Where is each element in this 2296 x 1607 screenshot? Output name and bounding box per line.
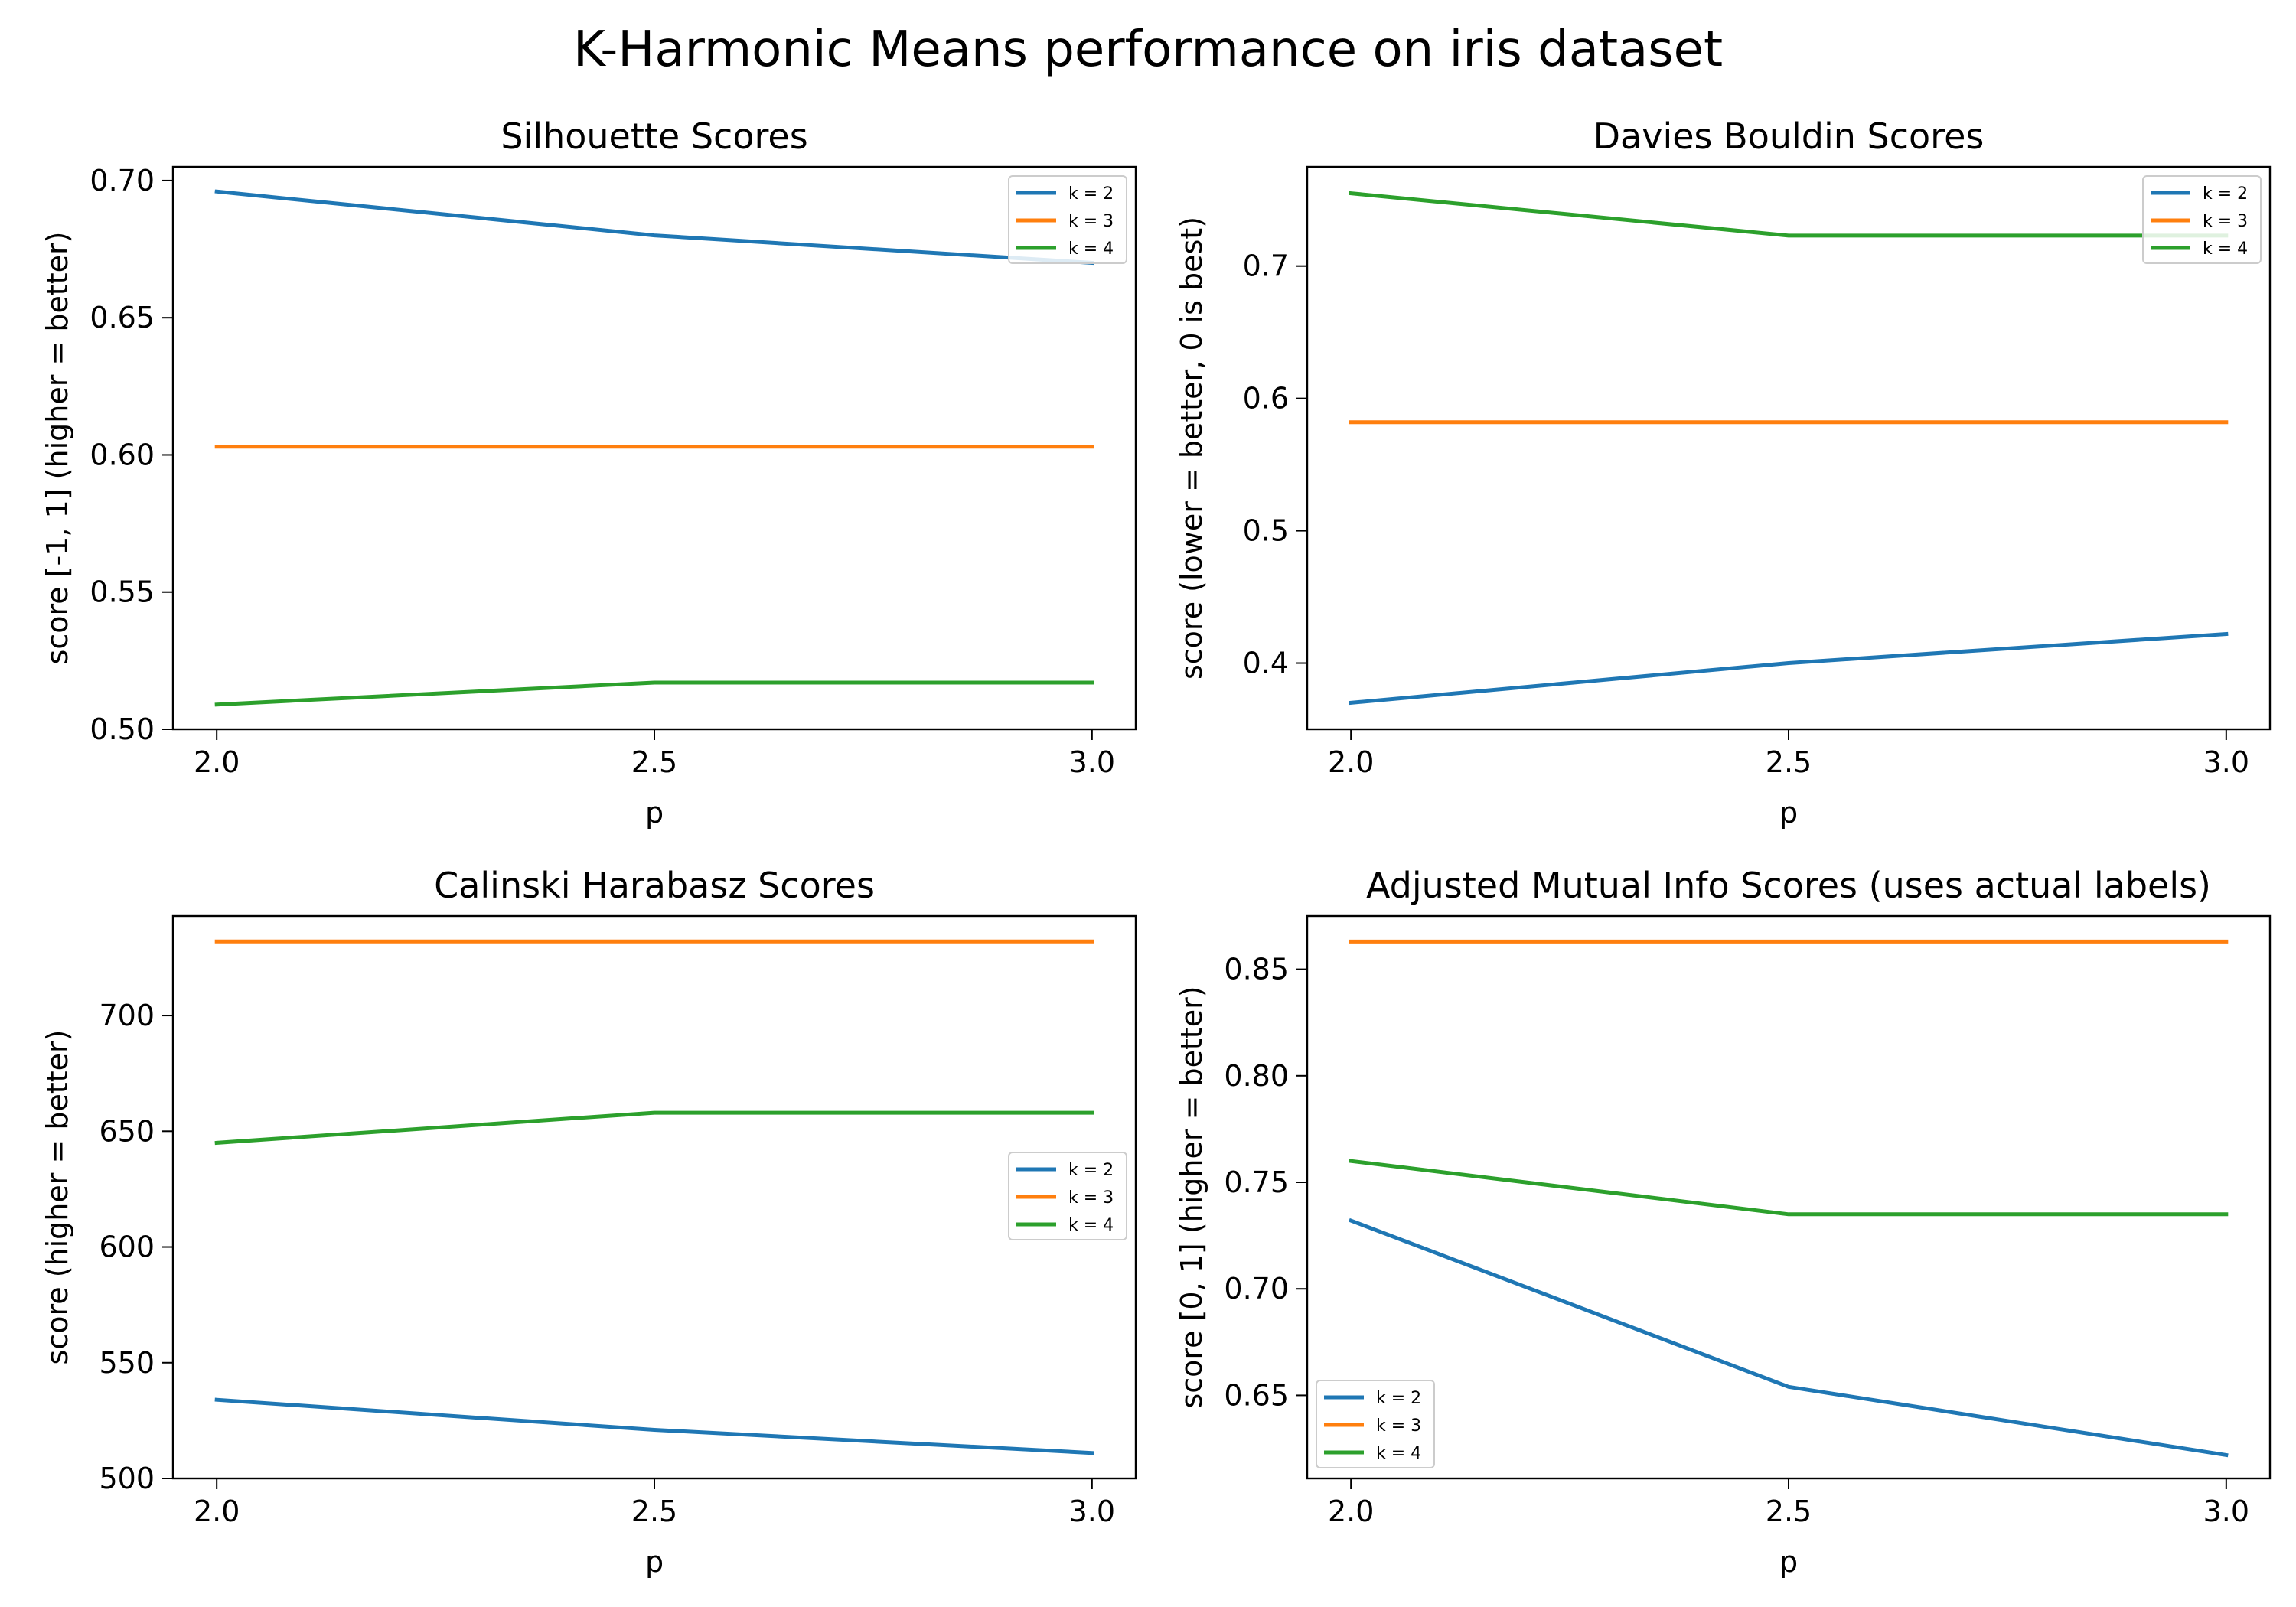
x-tick-label: 2.0 (1328, 1495, 1374, 1528)
legend-label: k = 2 (1068, 1161, 1114, 1180)
y-tick-label: 0.65 (90, 301, 155, 334)
legend-label: k = 4 (1376, 1444, 1421, 1463)
y-tick-label: 550 (99, 1346, 155, 1380)
y-tick-label: 0.4 (1243, 647, 1289, 680)
legend-label: k = 2 (1376, 1389, 1421, 1408)
x-tick-label: 2.5 (1766, 745, 1812, 779)
x-tick-label: 2.0 (194, 1495, 240, 1528)
y-tick-label: 600 (99, 1231, 155, 1264)
subplot-title: Silhouette Scores (501, 116, 807, 157)
series-line-k2 (1348, 1217, 2229, 1458)
subplot-4: 2.0 2.5 3.0 0.65 0.70 0.75 0.80 0.85 Adjusted Mu… (1175, 865, 2272, 1579)
subplot-title: Adjusted Mutual Info Scores (uses actual… (1366, 865, 2211, 906)
axes-frame (1306, 165, 2272, 731)
axes-frame (1306, 914, 2272, 1480)
x-tick-label: 3.0 (2203, 745, 2249, 779)
y-tick-label: 0.70 (1224, 1272, 1289, 1305)
subplot-title: Davies Bouldin Scores (1593, 116, 1985, 157)
y-tick-label: 0.65 (1224, 1378, 1289, 1412)
legend-box (1008, 1152, 1127, 1240)
series-line-k4 (1349, 1159, 2229, 1217)
x-tick-label: 2.0 (1328, 745, 1374, 779)
y-tick-label: 0.5 (1243, 514, 1289, 548)
x-axis-label: p (645, 1545, 664, 1579)
series-line-k4 (214, 680, 1094, 707)
y-tick-label: 0.75 (1224, 1165, 1289, 1199)
y-tick-label: 0.70 (90, 164, 155, 197)
x-axis-label: p (1779, 796, 1798, 830)
y-tick-label: 0.80 (1224, 1059, 1289, 1093)
legend-label: k = 3 (2203, 212, 2248, 231)
legend: k = 2 k = 3 k = 4 (1008, 1152, 1127, 1240)
figure-title: K-Harmonic Means performance on iris dat… (572, 21, 1724, 78)
subplot-3: 2.0 2.5 3.0 500 550 600 650 700 Calinski Harabas… (41, 865, 1137, 1579)
subplot-2: 2.0 2.5 3.0 0.4 0.5 0.6 0.7 Davies Bouldin Scor… (1175, 116, 2272, 830)
x-tick-label: 3.0 (1069, 1495, 1115, 1528)
series-line-k2 (214, 189, 1094, 266)
legend-box (2142, 175, 2262, 264)
y-tick-label: 650 (99, 1114, 155, 1148)
legend-label: k = 4 (1068, 1216, 1114, 1235)
legend-label: k = 4 (1068, 240, 1114, 259)
x-tick-label: 2.0 (194, 745, 240, 779)
series-line-k4 (214, 1110, 1094, 1146)
y-axis-label: score (lower = better, 0 is best) (1175, 217, 1208, 680)
y-axis-label: score (higher = better) (41, 1030, 74, 1365)
y-tick-label: 0.50 (90, 712, 155, 746)
y-axis-label: score [0, 1] (higher = better) (1175, 986, 1208, 1408)
x-tick-label: 3.0 (1069, 745, 1115, 779)
y-tick-label: 0.7 (1243, 249, 1289, 283)
legend: k = 2 k = 3 k = 4 (1008, 175, 1127, 264)
legend-box (1316, 1380, 1435, 1468)
series-line-k4 (1349, 191, 2229, 238)
legend-label: k = 3 (1068, 212, 1114, 231)
legend-label: k = 2 (2203, 184, 2248, 204)
y-tick-label: 0.85 (1224, 953, 1289, 986)
x-tick-label: 3.0 (2203, 1495, 2249, 1528)
y-tick-label: 0.6 (1243, 382, 1289, 416)
y-axis-label: score [-1, 1] (higher = better) (41, 232, 74, 665)
x-axis-label: p (1779, 1545, 1798, 1579)
subplot-title: Calinski Harabasz Scores (434, 865, 875, 906)
series-line-k2 (1349, 631, 2229, 706)
y-tick-label: 0.55 (90, 575, 155, 609)
subplot-1: 2.0 2.5 3.0 0.50 0.55 0.60 0.65 0.70 Silhouette … (41, 116, 1137, 830)
legend-label: k = 3 (1068, 1188, 1114, 1208)
y-tick-label: 500 (99, 1462, 155, 1495)
x-tick-label: 2.5 (631, 745, 677, 779)
x-tick-label: 2.5 (1766, 1495, 1812, 1528)
x-axis-label: p (645, 796, 664, 830)
y-tick-label: 700 (99, 999, 155, 1032)
legend-box (1008, 175, 1127, 264)
axes-frame (171, 914, 1137, 1480)
legend: k = 2 k = 3 k = 4 (1316, 1380, 1435, 1468)
legend-label: k = 4 (2203, 240, 2248, 259)
legend: k = 2 k = 3 k = 4 (2142, 175, 2262, 264)
series-line-k2 (214, 1397, 1094, 1455)
legend-label: k = 2 (1068, 184, 1114, 204)
x-tick-label: 2.5 (631, 1495, 677, 1528)
legend-label: k = 3 (1376, 1416, 1421, 1436)
y-tick-label: 0.60 (90, 438, 155, 471)
